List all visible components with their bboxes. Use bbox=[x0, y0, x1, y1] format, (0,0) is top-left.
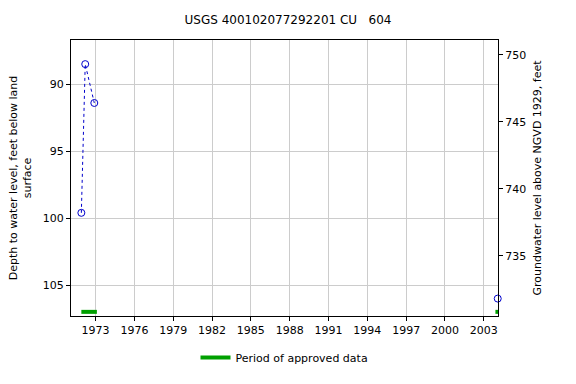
svg-text:105: 105 bbox=[43, 279, 64, 292]
svg-text:735: 735 bbox=[505, 250, 526, 263]
svg-text:Groundwater level above NGVD 1: Groundwater level above NGVD 1929, feet bbox=[531, 60, 544, 296]
svg-text:1976: 1976 bbox=[120, 324, 148, 337]
svg-text:745: 745 bbox=[505, 116, 526, 129]
svg-text:740: 740 bbox=[505, 183, 526, 196]
svg-text:1985: 1985 bbox=[237, 324, 265, 337]
svg-text:Period of approved data: Period of approved data bbox=[236, 352, 368, 365]
svg-text:1994: 1994 bbox=[353, 324, 381, 337]
svg-text:USGS 400102077292201 CU 604: USGS 400102077292201 CU 604 bbox=[185, 13, 392, 27]
svg-text:750: 750 bbox=[505, 49, 526, 62]
svg-text:1991: 1991 bbox=[314, 324, 342, 337]
svg-text:2003: 2003 bbox=[470, 324, 498, 337]
svg-text:1988: 1988 bbox=[276, 324, 304, 337]
svg-text:90: 90 bbox=[50, 78, 64, 91]
svg-text:1997: 1997 bbox=[392, 324, 420, 337]
svg-text:1979: 1979 bbox=[159, 324, 187, 337]
svg-text:1982: 1982 bbox=[198, 324, 226, 337]
svg-text:Depth to water level, feet bel: Depth to water level, feet below landsur… bbox=[7, 76, 34, 281]
svg-text:95: 95 bbox=[50, 145, 64, 158]
svg-text:100: 100 bbox=[43, 212, 64, 225]
svg-text:2000: 2000 bbox=[431, 324, 459, 337]
svg-text:1973: 1973 bbox=[82, 324, 110, 337]
